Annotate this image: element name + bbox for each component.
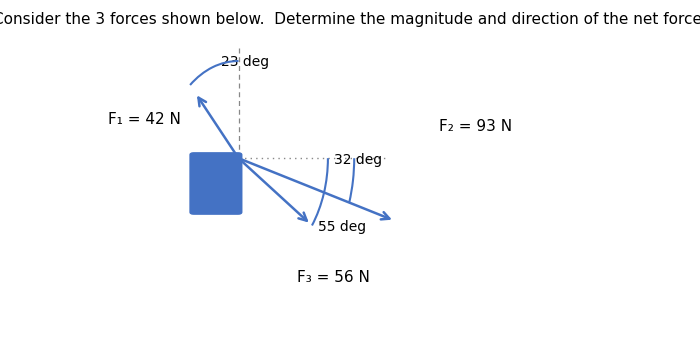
Text: 55 deg: 55 deg <box>318 220 367 234</box>
Text: F₂ = 93 N: F₂ = 93 N <box>440 119 512 134</box>
FancyBboxPatch shape <box>190 152 242 215</box>
Text: Consider the 3 forces shown below.  Determine the magnitude and direction of the: Consider the 3 forces shown below. Deter… <box>0 12 700 27</box>
Text: F₃ = 56 N: F₃ = 56 N <box>298 270 370 285</box>
Text: 23 deg: 23 deg <box>221 55 270 69</box>
Text: 32 deg: 32 deg <box>334 153 382 167</box>
Text: F₁ = 42 N: F₁ = 42 N <box>108 112 181 127</box>
